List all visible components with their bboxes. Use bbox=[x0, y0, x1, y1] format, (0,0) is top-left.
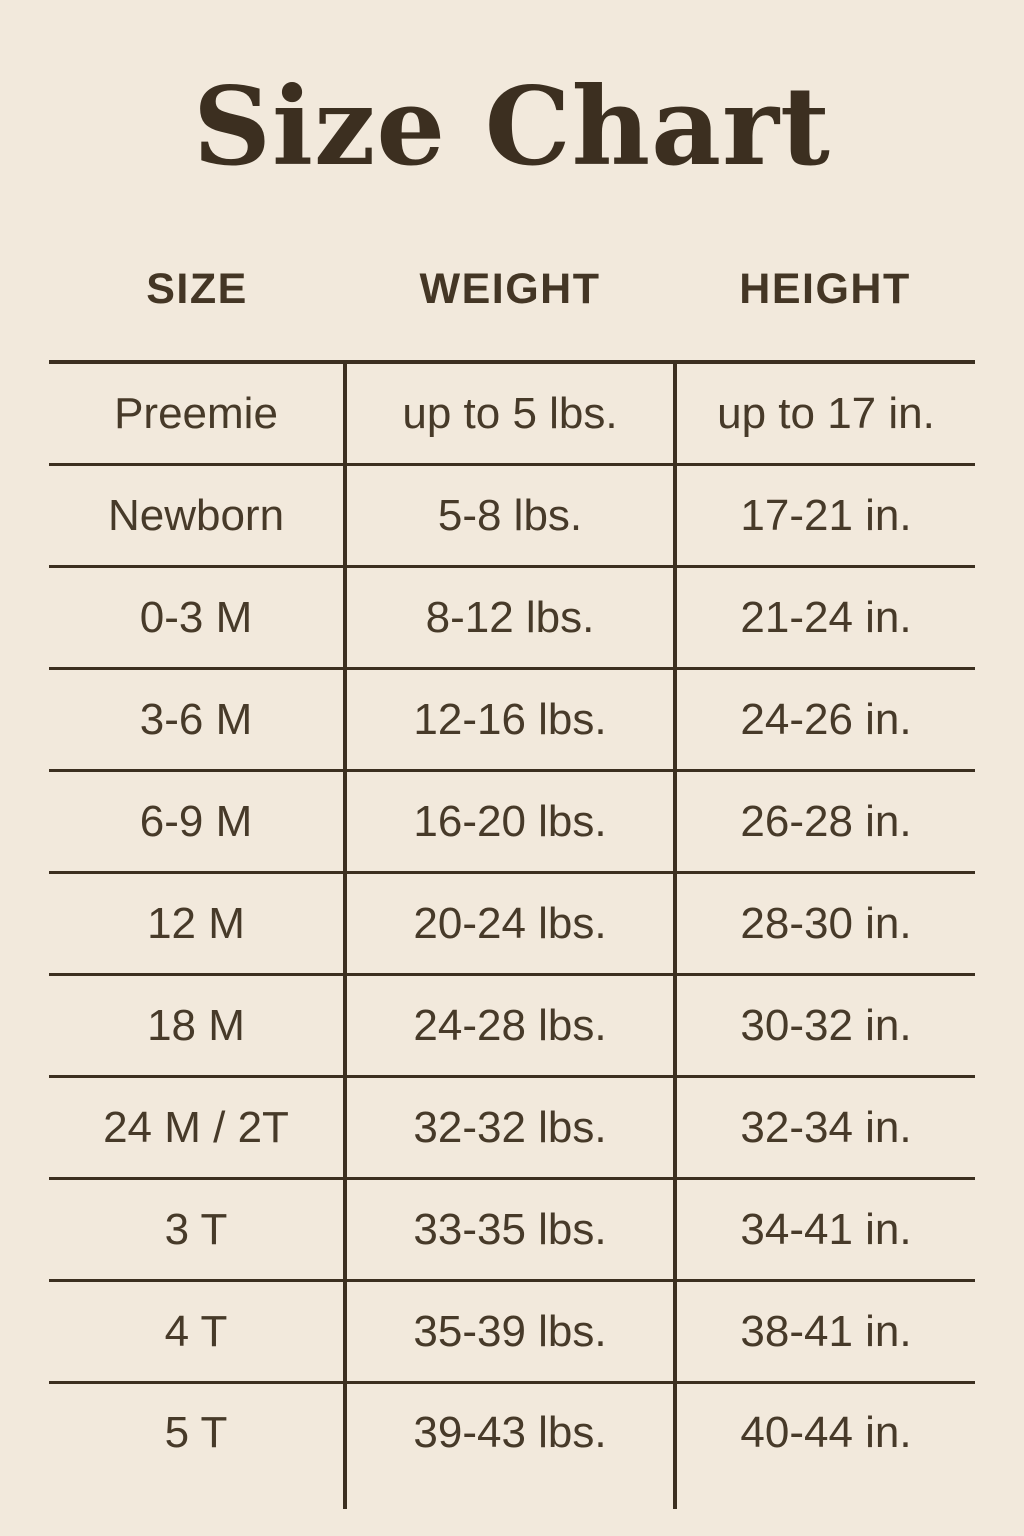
weight-cell: 8-12 lbs. bbox=[345, 566, 677, 671]
weight-cell: 20-24 lbs. bbox=[345, 872, 677, 977]
weight-cell: 16-20 lbs. bbox=[345, 770, 677, 875]
table-row: Newborn 5-8 lbs. 17-21 in. bbox=[49, 464, 975, 569]
height-cell: 28-30 in. bbox=[675, 872, 975, 977]
height-cell: 17-21 in. bbox=[675, 464, 975, 569]
weight-cell: 24-28 lbs. bbox=[345, 974, 677, 1079]
height-cell: up to 17 in. bbox=[675, 362, 975, 467]
weight-cell: 32-32 lbs. bbox=[345, 1076, 677, 1181]
height-cell: 34-41 in. bbox=[675, 1178, 975, 1283]
header-row: SIZE WEIGHT HEIGHT bbox=[49, 203, 975, 365]
column-header-height: HEIGHT bbox=[675, 203, 975, 365]
height-cell: 30-32 in. bbox=[675, 974, 975, 1079]
height-cell: 21-24 in. bbox=[675, 566, 975, 671]
table-row: 24 M / 2T 32-32 lbs. 32-34 in. bbox=[49, 1076, 975, 1181]
table-row: 3 T 33-35 lbs. 34-41 in. bbox=[49, 1178, 975, 1283]
weight-cell: 12-16 lbs. bbox=[345, 668, 677, 773]
height-cell: 32-34 in. bbox=[675, 1076, 975, 1181]
size-cell: 4 T bbox=[49, 1280, 347, 1385]
weight-cell: 35-39 lbs. bbox=[345, 1280, 677, 1385]
size-cell: 5 T bbox=[49, 1382, 347, 1510]
weight-cell: 5-8 lbs. bbox=[345, 464, 677, 569]
weight-cell: 39-43 lbs. bbox=[345, 1382, 677, 1510]
table-row: 18 M 24-28 lbs. 30-32 in. bbox=[49, 974, 975, 1079]
size-cell: 6-9 M bbox=[49, 770, 347, 875]
size-chart-table: SIZE WEIGHT HEIGHT Preemie up to 5 lbs. … bbox=[49, 203, 975, 1510]
size-cell: Preemie bbox=[49, 362, 347, 467]
column-header-weight: WEIGHT bbox=[345, 203, 675, 365]
height-cell: 40-44 in. bbox=[740, 1408, 912, 1458]
size-cell: 3-6 M bbox=[49, 668, 347, 773]
weight-cell: up to 5 lbs. bbox=[345, 362, 677, 467]
size-cell: 12 M bbox=[49, 872, 347, 977]
size-cell: 18 M bbox=[49, 974, 347, 1079]
size-cell: Newborn bbox=[49, 464, 347, 569]
table-row: 12 M 20-24 lbs. 28-30 in. bbox=[49, 872, 975, 977]
table-row: 5 T 39-43 lbs. 40-44 in. bbox=[49, 1382, 975, 1510]
column-header-size: SIZE bbox=[49, 203, 345, 365]
table-row: 0-3 M 8-12 lbs. 21-24 in. bbox=[49, 566, 975, 671]
height-cell: 26-28 in. bbox=[675, 770, 975, 875]
size-cell: 24 M / 2T bbox=[49, 1076, 347, 1181]
height-cell: 24-26 in. bbox=[675, 668, 975, 773]
table-row: Preemie up to 5 lbs. up to 17 in. bbox=[49, 362, 975, 467]
table-row: 6-9 M 16-20 lbs. 26-28 in. bbox=[49, 770, 975, 875]
height-cell: 38-41 in. bbox=[675, 1280, 975, 1385]
size-cell: 3 T bbox=[49, 1178, 347, 1283]
table-row: 3-6 M 12-16 lbs. 24-26 in. bbox=[49, 668, 975, 773]
size-cell: 0-3 M bbox=[49, 566, 347, 671]
page-title: Size Chart bbox=[193, 64, 831, 190]
table-row: 4 T 35-39 lbs. 38-41 in. bbox=[49, 1280, 975, 1385]
weight-cell: 33-35 lbs. bbox=[345, 1178, 677, 1283]
